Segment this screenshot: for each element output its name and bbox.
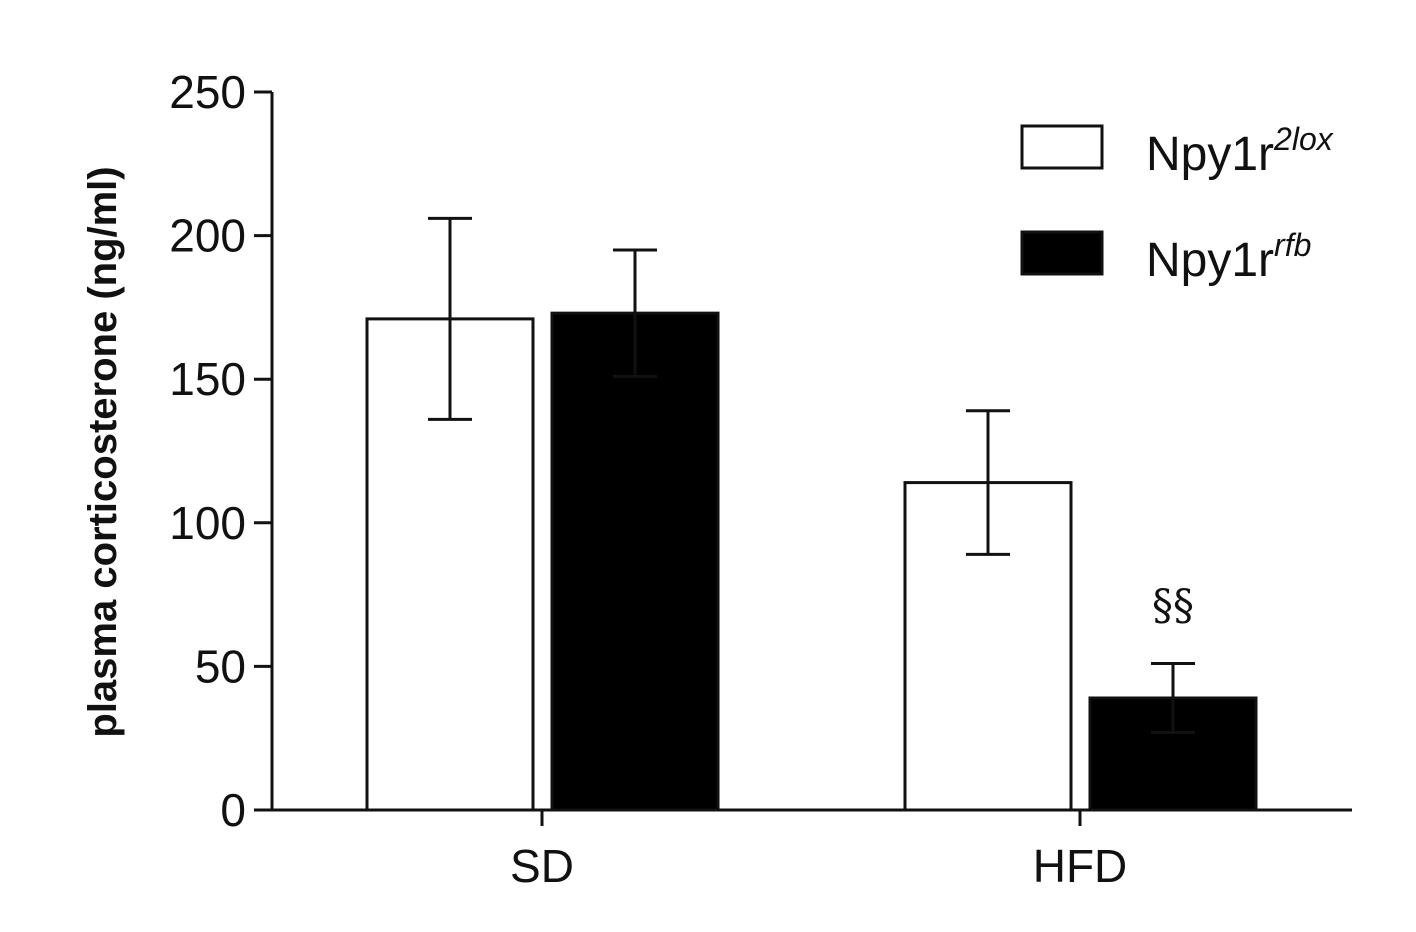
y-tick-label: 50 <box>195 640 246 692</box>
chart-error-bars <box>428 216 1195 734</box>
y-axis-label: plasma corticosterone (ng/ml) <box>81 166 125 737</box>
y-tick-label: 0 <box>220 784 246 836</box>
y-tick-label: 150 <box>169 353 246 405</box>
legend-swatch <box>1020 124 1104 170</box>
chart-bars <box>365 311 1258 812</box>
y-axis-ticks: 0 50 100 150 200 250 <box>169 66 272 836</box>
chart-annotations: §§ <box>1152 581 1194 630</box>
bar-sd-series-2 <box>550 311 720 812</box>
legend-label: Npy1rrfb <box>1146 227 1311 287</box>
legend-swatch <box>1020 230 1104 276</box>
chart-legend: Npy1r2lox Npy1rrfb <box>1020 121 1334 287</box>
y-tick-label: 200 <box>169 210 246 262</box>
legend-label: Npy1r2lox <box>1146 121 1334 181</box>
significance-marker: §§ <box>1152 581 1194 630</box>
y-tick-label: 250 <box>169 66 246 118</box>
y-tick-label: 100 <box>169 497 246 549</box>
x-category-label: HFD <box>1033 840 1128 892</box>
x-category-label: SD <box>510 840 574 892</box>
x-axis-categories: SD HFD <box>510 810 1127 892</box>
